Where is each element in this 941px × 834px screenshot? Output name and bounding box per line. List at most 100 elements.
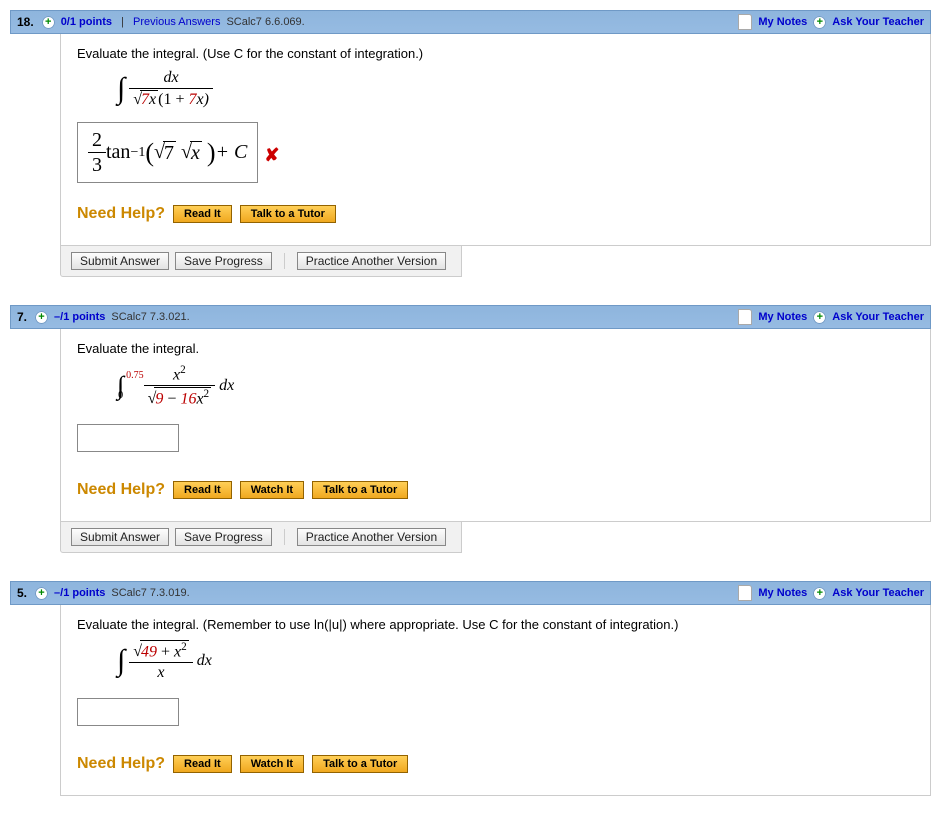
num-exp: 2	[180, 364, 186, 376]
ask-teacher-link[interactable]: Ask Your Teacher	[832, 311, 924, 323]
question-7: 7. + –/1 points SCalc7 7.3.021. My Notes…	[10, 305, 931, 553]
submit-bar: Submit Answer Save Progress Practice Ano…	[60, 245, 462, 277]
previous-answers-link[interactable]: Previous Answers	[133, 16, 220, 28]
notes-icon[interactable]	[738, 14, 752, 30]
plus: +	[157, 643, 174, 660]
question-prompt: Evaluate the integral. (Remember to use …	[77, 617, 914, 632]
need-help-label: Need Help?	[77, 481, 165, 499]
den-var: x	[196, 390, 203, 407]
answer-input[interactable]	[77, 698, 179, 726]
practice-another-button[interactable]: Practice Another Version	[297, 252, 446, 270]
sep-bar: |	[118, 16, 127, 28]
need-help-row: Need Help? Read It Watch It Talk to a Tu…	[77, 755, 914, 773]
ask-teacher-link[interactable]: Ask Your Teacher	[832, 16, 924, 28]
sqrt-sign	[133, 91, 142, 109]
plus-icon[interactable]: +	[813, 16, 826, 29]
sqrt-sign	[133, 643, 142, 661]
header-left: 18. + 0/1 points | Previous Answers SCal…	[17, 15, 305, 29]
talk-tutor-button[interactable]: Talk to a Tutor	[240, 205, 336, 223]
question-18: 18. + 0/1 points | Previous Answers SCal…	[10, 10, 931, 277]
integral-expression: ∫ 0.75 0 x2 9 − 16x2 dx	[117, 364, 914, 408]
fraction-denominator: 7x(1 + 7x)	[129, 89, 213, 109]
student-answer-box[interactable]: 2 3 tan−1( 7 x ) + C	[77, 122, 258, 183]
read-it-button[interactable]: Read It	[173, 205, 232, 223]
notes-icon[interactable]	[738, 585, 752, 601]
ans-plus-c: + C	[216, 141, 248, 164]
sqrt-sign	[148, 390, 157, 408]
need-help-row: Need Help? Read It Watch It Talk to a Tu…	[77, 481, 914, 499]
talk-tutor-button[interactable]: Talk to a Tutor	[312, 755, 408, 773]
expand-icon[interactable]: +	[35, 587, 48, 600]
need-help-row: Need Help? Read It Talk to a Tutor	[77, 205, 914, 223]
integrand-fraction: 49 + x2 x	[129, 640, 193, 682]
watch-it-button[interactable]: Watch It	[240, 755, 304, 773]
integrand-fraction: x2 9 − 16x2	[144, 364, 216, 408]
ans-sup: −1	[130, 145, 145, 161]
question-source: SCalc7 6.6.069.	[226, 16, 304, 28]
my-notes-link[interactable]: My Notes	[758, 311, 807, 323]
separator	[284, 253, 285, 269]
dx: dx	[197, 652, 212, 670]
sqrt-content: 9 − 16x2	[154, 387, 211, 408]
save-progress-button[interactable]: Save Progress	[175, 252, 272, 270]
header-left: 7. + –/1 points SCalc7 7.3.021.	[17, 310, 190, 324]
den-minus: −	[163, 390, 180, 407]
notes-icon[interactable]	[738, 309, 752, 325]
points-link[interactable]: –/1 points	[54, 587, 105, 599]
submit-bar: Submit Answer Save Progress Practice Ano…	[60, 521, 462, 553]
need-help-label: Need Help?	[77, 755, 165, 773]
fraction-denominator: 9 − 16x2	[144, 386, 216, 408]
ans-den: 3	[88, 153, 106, 176]
ans-open: (	[145, 138, 154, 168]
ask-teacher-link[interactable]: Ask Your Teacher	[832, 587, 924, 599]
ans-tan: tan	[106, 141, 130, 164]
wrong-icon: ✘	[264, 145, 279, 166]
watch-it-button[interactable]: Watch It	[240, 481, 304, 499]
exp-2: 2	[181, 641, 187, 653]
practice-another-button[interactable]: Practice Another Version	[297, 528, 446, 546]
question-prompt: Evaluate the integral. (Use C for the co…	[77, 46, 914, 61]
my-notes-link[interactable]: My Notes	[758, 16, 807, 28]
paren-open: (1 +	[158, 91, 188, 108]
ans-sqrt2	[181, 141, 192, 164]
integral-symbol: ∫	[117, 644, 125, 678]
dx: dx	[219, 377, 234, 395]
question-prompt: Evaluate the integral.	[77, 341, 914, 356]
upper-limit: 0.75	[126, 371, 144, 381]
integral-symbol: ∫	[117, 371, 124, 401]
den-coef: 16	[180, 390, 196, 407]
talk-tutor-button[interactable]: Talk to a Tutor	[312, 481, 408, 499]
question-number: 18.	[17, 15, 34, 29]
question-number: 5.	[17, 586, 27, 600]
ans-sqrt1	[154, 141, 165, 164]
answer-input[interactable]	[77, 424, 179, 452]
header-right: My Notes + Ask Your Teacher	[738, 585, 924, 601]
points-link[interactable]: –/1 points	[54, 311, 105, 323]
question-body: Evaluate the integral. (Remember to use …	[60, 605, 931, 796]
submit-answer-button[interactable]: Submit Answer	[71, 252, 169, 270]
expand-icon[interactable]: +	[35, 311, 48, 324]
var-x: x	[149, 91, 156, 108]
plus-icon[interactable]: +	[813, 311, 826, 324]
header-right: My Notes + Ask Your Teacher	[738, 14, 924, 30]
read-it-button[interactable]: Read It	[173, 755, 232, 773]
den-x: x	[129, 663, 193, 682]
fraction-numerator: x2	[144, 364, 216, 386]
question-body: Evaluate the integral. (Use C for the co…	[60, 34, 931, 246]
integral-expression: ∫ dx 7x(1 + 7x)	[117, 69, 914, 108]
integral-expression: ∫ 49 + x2 x dx	[117, 640, 914, 682]
coef-7a: 7	[141, 91, 149, 108]
expand-icon[interactable]: +	[42, 16, 55, 29]
my-notes-link[interactable]: My Notes	[758, 587, 807, 599]
var-x2: x)	[196, 91, 208, 108]
integrand-fraction: dx 7x(1 + 7x)	[129, 69, 213, 108]
question-header: 5. + –/1 points SCalc7 7.3.019. My Notes…	[10, 581, 931, 605]
submit-answer-button[interactable]: Submit Answer	[71, 528, 169, 546]
points-link[interactable]: 0/1 points	[61, 16, 112, 28]
read-it-button[interactable]: Read It	[173, 481, 232, 499]
separator	[284, 529, 285, 545]
question-source: SCalc7 7.3.019.	[111, 587, 189, 599]
save-progress-button[interactable]: Save Progress	[175, 528, 272, 546]
fraction-numerator: dx	[129, 69, 213, 89]
plus-icon[interactable]: +	[813, 587, 826, 600]
